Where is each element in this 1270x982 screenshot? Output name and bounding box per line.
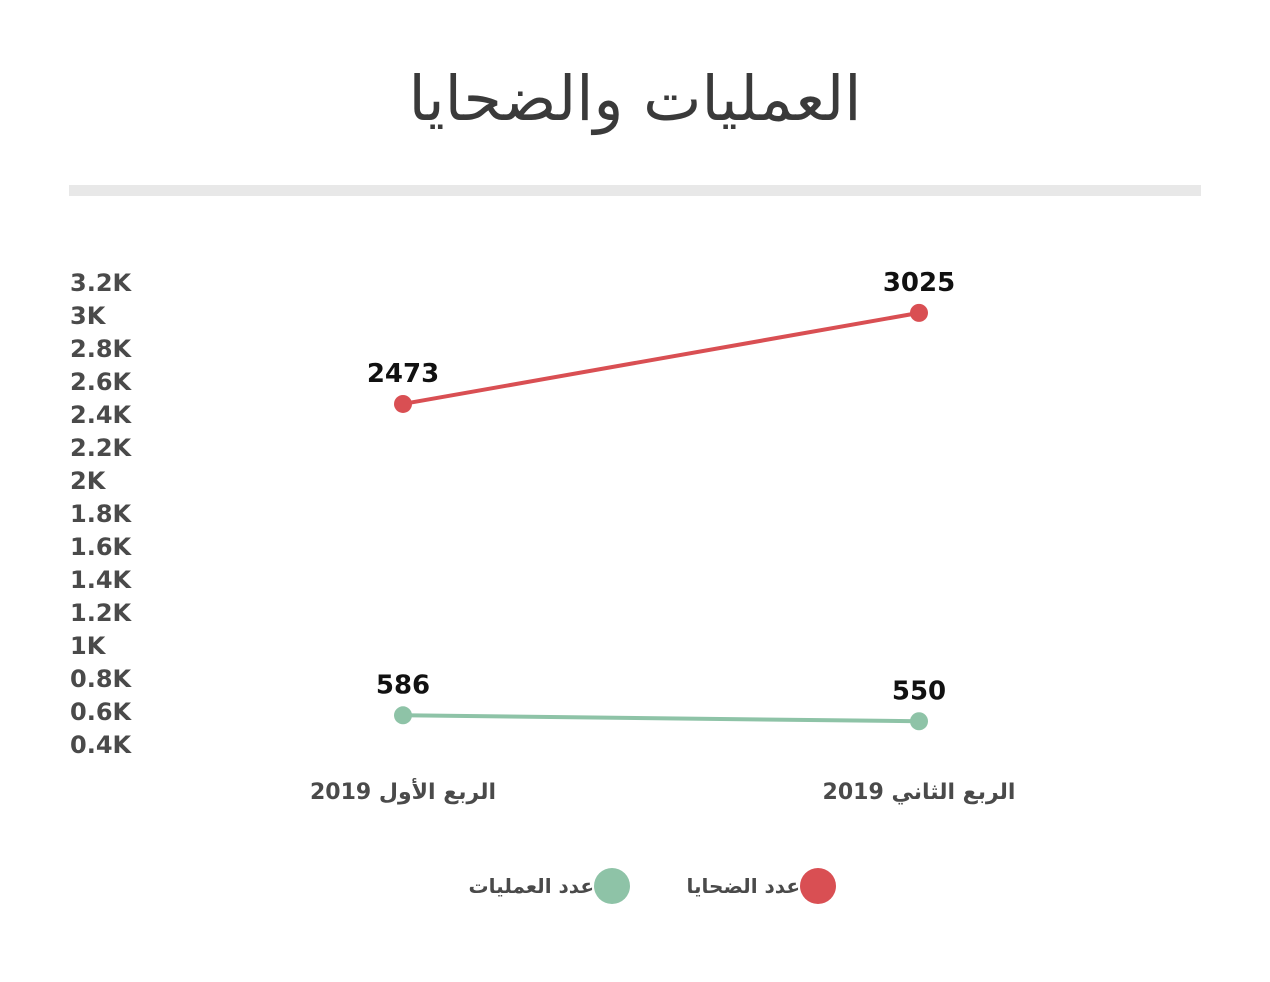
series-line bbox=[402, 713, 920, 724]
legend-label-operations: عدد العمليات bbox=[468, 874, 594, 898]
y-tick-label: 0.8K bbox=[70, 665, 133, 693]
y-tick-label: 2.2K bbox=[70, 434, 133, 462]
data-label: 2473 bbox=[367, 359, 439, 389]
y-axis: 3.2K 3K 2.8K 2.6K 2.4K 2.2K 2K 1.8K 1.6K 1.4K 1.2K… bbox=[70, 269, 133, 759]
y-tick-label: 2.6K bbox=[70, 368, 133, 396]
series-group: 2473 3025 586 550 bbox=[367, 268, 955, 731]
legend-dot-victims bbox=[800, 868, 836, 904]
series-line bbox=[402, 310, 920, 406]
y-tick-label: 3K bbox=[70, 302, 107, 330]
legend-item-victims: عدد الضحايا bbox=[636, 866, 836, 906]
y-tick-label: 1.8K bbox=[70, 500, 133, 528]
line-chart: 3.2K 3K 2.8K 2.6K 2.4K 2.2K 2K 1.8K 1.6K 1.4K 1.2K… bbox=[70, 268, 1015, 805]
x-tick-label: الربع الأول 2019 bbox=[310, 777, 496, 805]
data-point bbox=[394, 706, 412, 725]
legend-item-operations: عدد العمليات bbox=[430, 866, 630, 906]
legend-label-victims: عدد الضحايا bbox=[686, 874, 800, 898]
y-tick-label: 2.8K bbox=[70, 335, 133, 363]
x-axis: الربع الأول 2019 الربع الثاني 2019 bbox=[310, 777, 1015, 805]
y-tick-label: 2K bbox=[70, 467, 107, 495]
data-label: 3025 bbox=[883, 268, 955, 298]
y-tick-label: 0.6K bbox=[70, 698, 133, 726]
legend: عدد الضحايا عدد العمليات bbox=[0, 866, 1270, 906]
data-point bbox=[910, 712, 928, 731]
y-tick-label: 1.6K bbox=[70, 533, 133, 561]
chart-title: العمليات والضحايا bbox=[408, 62, 862, 135]
data-point bbox=[394, 394, 412, 413]
data-label: 586 bbox=[376, 670, 430, 700]
y-tick-label: 0.4K bbox=[70, 731, 133, 759]
y-tick-label: 1K bbox=[70, 632, 107, 660]
title-divider bbox=[69, 185, 1201, 196]
data-label: 550 bbox=[892, 676, 946, 706]
y-tick-label: 2.4K bbox=[70, 401, 133, 429]
y-tick-label: 1.4K bbox=[70, 566, 133, 594]
y-tick-label: 1.2K bbox=[70, 599, 133, 627]
y-tick-label: 3.2K bbox=[70, 269, 133, 297]
legend-dot-operations bbox=[594, 868, 630, 904]
x-tick-label: الربع الثاني 2019 bbox=[823, 780, 1016, 805]
data-point bbox=[910, 303, 928, 322]
